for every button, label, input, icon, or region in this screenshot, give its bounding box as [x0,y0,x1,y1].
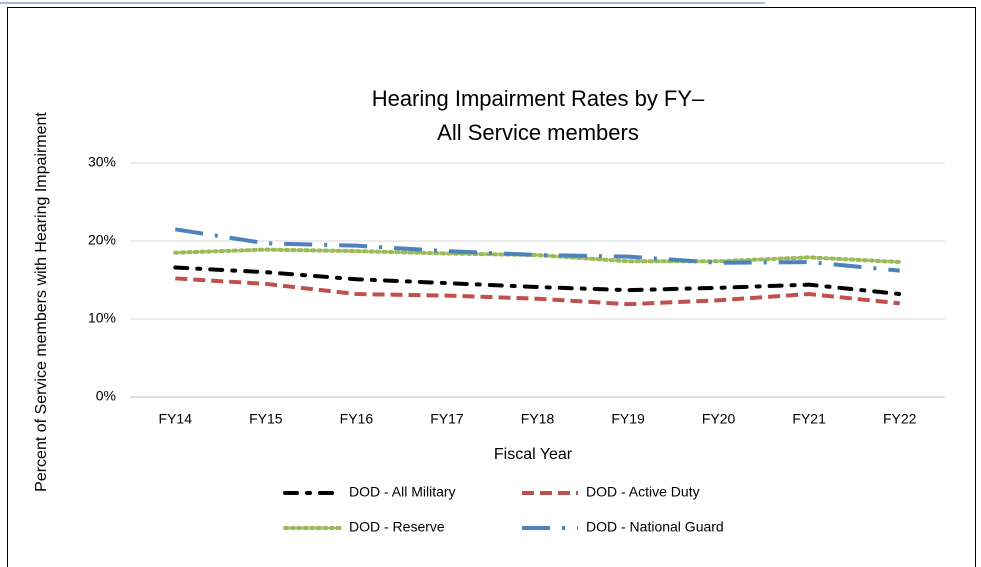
y-axis-title: Percent of Service members with Hearing … [33,112,50,492]
series-line [175,276,900,307]
y-tick-label: 0% [96,388,116,404]
series-line [173,265,902,297]
x-tick-label: FY19 [611,411,645,427]
x-tick-label: FY16 [340,411,374,427]
legend-label: DOD - National Guard [586,519,724,535]
chart-title: Hearing Impairment Rates by FY– [372,86,705,111]
x-tick-label: FY20 [702,411,736,427]
y-tick-label: 30% [88,154,116,170]
legend-label: DOD - All Military [349,484,456,500]
y-tick-label: 20% [88,232,116,248]
x-tick-label: FY17 [430,411,464,427]
y-tick-label: 10% [88,310,116,326]
x-tick-label: FY22 [883,411,917,427]
x-tick-label: FY14 [159,411,193,427]
legend-label: DOD - Reserve [349,519,445,535]
x-tick-label: FY15 [249,411,283,427]
legend-label: DOD - Active Duty [586,484,700,500]
series-line [174,227,900,273]
series-line [173,247,902,265]
x-axis-title: Fiscal Year [494,446,573,463]
chart-frame [7,7,976,567]
x-tick-label: FY21 [792,411,826,427]
x-tick-label: FY18 [521,411,555,427]
chart-title: All Service members [437,120,639,145]
